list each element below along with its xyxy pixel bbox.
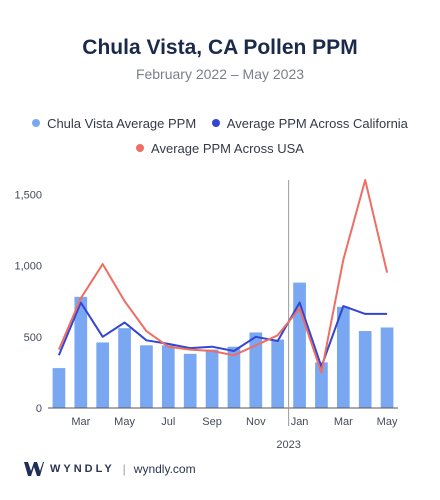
series-line bbox=[57, 179, 389, 374]
legend-row-1: Chula Vista Average PPM Average PPM Acro… bbox=[0, 115, 440, 131]
brand-name: WYNDLY bbox=[50, 463, 115, 475]
footer-separator: | bbox=[122, 462, 126, 476]
legend-label: Average PPM Across USA bbox=[151, 140, 304, 156]
legend-item-usa: Average PPM Across USA bbox=[136, 141, 304, 156]
series-line bbox=[57, 301, 388, 368]
wyndly-logo-icon bbox=[24, 462, 44, 476]
bar bbox=[336, 306, 350, 408]
footer-url[interactable]: wyndly.com bbox=[133, 462, 196, 476]
bar bbox=[183, 353, 197, 408]
bar bbox=[227, 346, 241, 408]
legend-label: Average PPM Across California bbox=[226, 115, 408, 131]
legend-item-california: Average PPM Across California bbox=[211, 115, 408, 131]
y-tick-label: 500 bbox=[24, 332, 42, 344]
y-tick-label: 1,500 bbox=[14, 189, 42, 201]
legend-label: Chula Vista Average PPM bbox=[47, 115, 197, 131]
x-tick-label: Sep bbox=[202, 416, 222, 428]
footer: WYNDLY | wyndly.com bbox=[24, 462, 196, 476]
bar bbox=[205, 349, 219, 408]
legend-swatch-circle-icon bbox=[136, 144, 145, 152]
y-tick-label: 1,000 bbox=[14, 261, 42, 273]
bar bbox=[74, 296, 88, 408]
legend-swatch-circle-icon bbox=[211, 119, 220, 127]
legend-swatch-circle-icon bbox=[32, 119, 41, 127]
bar bbox=[118, 328, 131, 408]
bar bbox=[161, 345, 175, 408]
bar bbox=[358, 331, 372, 408]
bar bbox=[380, 327, 394, 408]
legend-item-chula-vista: Chula Vista Average PPM bbox=[32, 116, 196, 131]
year-label: 2023 bbox=[276, 439, 300, 451]
x-tick-label: Jul bbox=[161, 416, 175, 428]
bar bbox=[293, 282, 306, 408]
y-tick-label: 0 bbox=[36, 403, 42, 415]
x-tick-label: Mar bbox=[334, 416, 353, 428]
bar bbox=[249, 332, 263, 408]
legend-row-2: Average PPM Across USA bbox=[0, 140, 440, 156]
bar bbox=[140, 345, 153, 408]
chart-title: Chula Vista, CA Pollen PPM bbox=[82, 36, 358, 59]
x-tick-label: Jan bbox=[291, 416, 309, 428]
bar bbox=[52, 368, 66, 408]
x-tick-label: May bbox=[114, 416, 135, 428]
x-tick-label: May bbox=[377, 416, 398, 428]
x-tick-label: Mar bbox=[71, 416, 90, 428]
bar bbox=[96, 342, 110, 408]
bar bbox=[271, 339, 285, 408]
chart-subtitle: February 2022 – May 2023 bbox=[135, 66, 305, 82]
bar bbox=[315, 362, 328, 408]
x-tick-label: Nov bbox=[246, 416, 266, 428]
